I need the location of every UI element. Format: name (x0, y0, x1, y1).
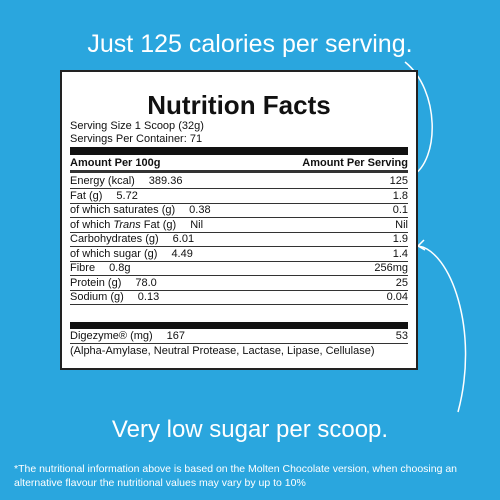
nutrient-cell: Fat (g) 5.72 (70, 190, 138, 202)
nutrient-cell: of which Trans Fat (g) Nil (70, 219, 203, 231)
per-100g: 0.38 (189, 204, 211, 216)
name-part: Protein (g) (70, 276, 122, 289)
per-100g: 78.0 (135, 276, 157, 289)
per-serving: 256mg (374, 262, 408, 274)
nutrient-name: Fibre (70, 262, 95, 274)
per-100g: 389.36 (148, 175, 183, 187)
per-100g: 167 (166, 330, 186, 342)
per-serving: 125 (389, 175, 408, 187)
nutrient-cell: Fibre 0.8g (70, 262, 130, 274)
headline: Just 125 calories per serving. (87, 30, 413, 58)
nutrient-name: Protein (g) (70, 277, 121, 289)
enzyme-note: (Alpha-Amylase, Neutral Protease, Lactas… (70, 345, 375, 357)
nutrient-row: of which saturates (g) 0.38 0.1 (70, 203, 408, 218)
name-part: Energy (kcal) (70, 175, 135, 187)
nutrient-cell: Energy (kcal) 389.36 (70, 175, 182, 187)
nutrient-name: Energy (kcal) (70, 175, 135, 187)
callout: Very low sugar per scoop. (111, 416, 389, 443)
nutrient-row: of which Trans Fat (g) Nil Nil (70, 218, 408, 233)
per-100g: 6.01 (172, 233, 195, 245)
nutrient-row: Energy (kcal) 389.36 125 (70, 174, 408, 189)
nutrient-cell: of which saturates (g) 0.38 (70, 204, 211, 216)
nutrition-label: Nutrition Facts Serving Size 1 Scoop (32… (60, 70, 418, 370)
per-serving: 0.1 (392, 204, 408, 216)
nutrient-row: Fibre 0.8g 256mg (70, 261, 408, 276)
nutrient-cell: Sodium (g) 0.13 (70, 291, 159, 303)
servings-per-container: Servings Per Container: 71 (70, 133, 203, 145)
per-serving: 53 (395, 330, 408, 342)
per-serving: Nil (395, 218, 408, 231)
name-part: of which (70, 218, 114, 231)
nutrient-row: Sodium (g) 0.13 0.04 (70, 290, 408, 305)
nutrient-name: of which saturates (g) (70, 204, 175, 216)
name-part: Carbohydrates (g) (70, 233, 159, 245)
enzyme-row: Digezyme® (mg) 167 53 (70, 329, 408, 344)
name-part: Fibre (70, 262, 96, 274)
name-part: Fat (g) (140, 218, 177, 231)
per-100g: 0.8g (109, 262, 131, 274)
nutrient-cell: Carbohydrates (g) 6.01 (70, 233, 194, 245)
nutrient-row: Protein (g) 78.0 25 (70, 276, 408, 291)
per-serving: 1.4 (392, 247, 408, 260)
header-row: Amount Per 100g Amount Per Serving (70, 156, 408, 173)
per-100g: 0.13 (137, 291, 160, 303)
per-100g: Nil (190, 218, 204, 231)
per-100g: 5.72 (116, 189, 138, 202)
divider (70, 147, 408, 155)
divider (70, 322, 408, 329)
per-serving: 0.04 (386, 291, 408, 303)
disclaimer: *The nutritional information above is ba… (14, 463, 458, 489)
per-100g: 4.49 (171, 247, 193, 260)
nutrient-row: Fat (g) 5.72 1.8 (70, 189, 408, 204)
nutrient-name: Sodium (g) (70, 291, 124, 303)
per-serving: 1.8 (392, 189, 408, 202)
header-cell: Amount Per 100g (70, 157, 161, 169)
name-part: Fat (g) (70, 189, 103, 202)
nutrient-cell: Protein (g) 78.0 (70, 277, 157, 289)
nutrient-name: of which sugar (g) (70, 248, 157, 260)
per-serving: 1.9 (392, 233, 408, 245)
arrow (417, 245, 467, 413)
nutrient-row: of which sugar (g) 4.49 1.4 (70, 247, 408, 262)
name-part: Trans (113, 218, 141, 231)
arrowhead (416, 239, 426, 251)
nutrient-cell: of which sugar (g) 4.49 (70, 248, 193, 260)
name-part: Sodium (g) (70, 291, 124, 303)
nutrient-row: Carbohydrates (g) 6.01 1.9 (70, 232, 408, 247)
label-title: Nutrition Facts (147, 90, 331, 120)
header-cell: Amount Per Serving (302, 157, 408, 169)
nutrient-name: Digezyme® (mg) (70, 330, 153, 342)
nutrient-name: Fat (g) (70, 190, 102, 202)
nutrient-name: Carbohydrates (g) (70, 233, 159, 245)
name-part: of which saturates (g) (70, 204, 176, 216)
name-part: of which sugar (g) (70, 247, 158, 260)
nutrient-name: of which Trans Fat (g) (70, 219, 176, 231)
per-serving: 25 (395, 276, 408, 289)
serving-size: Serving Size 1 Scoop (32g) (70, 120, 204, 132)
